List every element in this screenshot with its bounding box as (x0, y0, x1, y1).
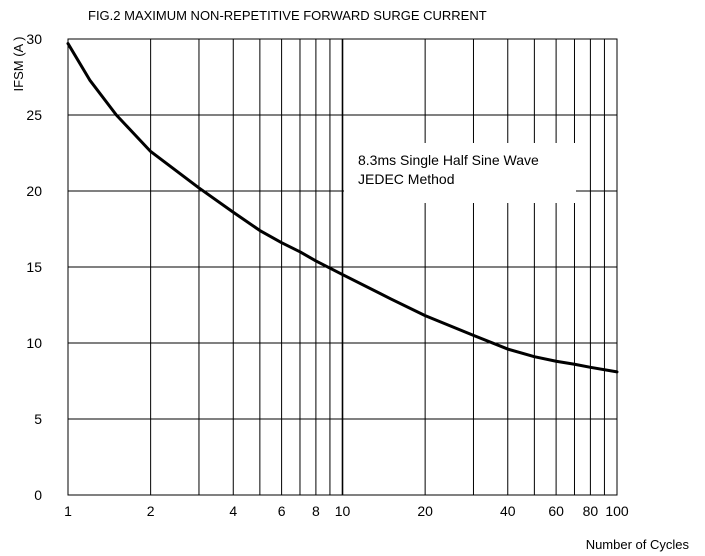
annotation-line-1: 8.3ms Single Half Sine Wave (358, 152, 539, 168)
plot-frame (67, 38, 618, 496)
x-tick-label-20: 20 (417, 503, 433, 519)
x-tick-label-1: 1 (64, 503, 72, 519)
y-tick-label-30: 30 (26, 31, 42, 47)
x-tick-label-100: 100 (605, 503, 629, 519)
x-tick-labels: 1 2 4 6 8 10 20 40 60 80 100 (64, 503, 629, 519)
x-tick-label-60: 60 (548, 503, 564, 519)
chart-title: FIG.2 MAXIMUM NON-REPETITIVE FORWARD SUR… (88, 8, 487, 23)
series-line-0 (66, 42, 619, 374)
y-tick-label-25: 25 (26, 107, 42, 123)
y-tick-label-10: 10 (26, 335, 42, 351)
x-tick-label-6: 6 (278, 503, 286, 519)
y-tick-label-20: 20 (26, 183, 42, 199)
annotation-background (344, 143, 576, 203)
grid-layer (68, 39, 617, 495)
y-axis-title: IFSM (A ) (11, 37, 26, 92)
x-tick-label-4: 4 (229, 503, 237, 519)
series-layer (66, 42, 619, 374)
x-tick-label-80: 80 (583, 503, 599, 519)
y-tick-label-0: 0 (34, 487, 42, 503)
x-tick-label-10: 10 (335, 503, 351, 519)
annotation-box: 8.3ms Single Half Sine Wave JEDEC Method (344, 143, 576, 203)
x-axis-title: Number of Cycles (586, 537, 690, 552)
annotation-line-2: JEDEC Method (358, 171, 454, 187)
x-tick-label-8: 8 (312, 503, 320, 519)
y-tick-label-15: 15 (26, 259, 42, 275)
y-tick-labels: 0 5 10 15 20 25 30 (26, 31, 42, 503)
x-tick-label-40: 40 (500, 503, 516, 519)
y-tick-label-5: 5 (34, 411, 42, 427)
x-tick-label-2: 2 (147, 503, 155, 519)
